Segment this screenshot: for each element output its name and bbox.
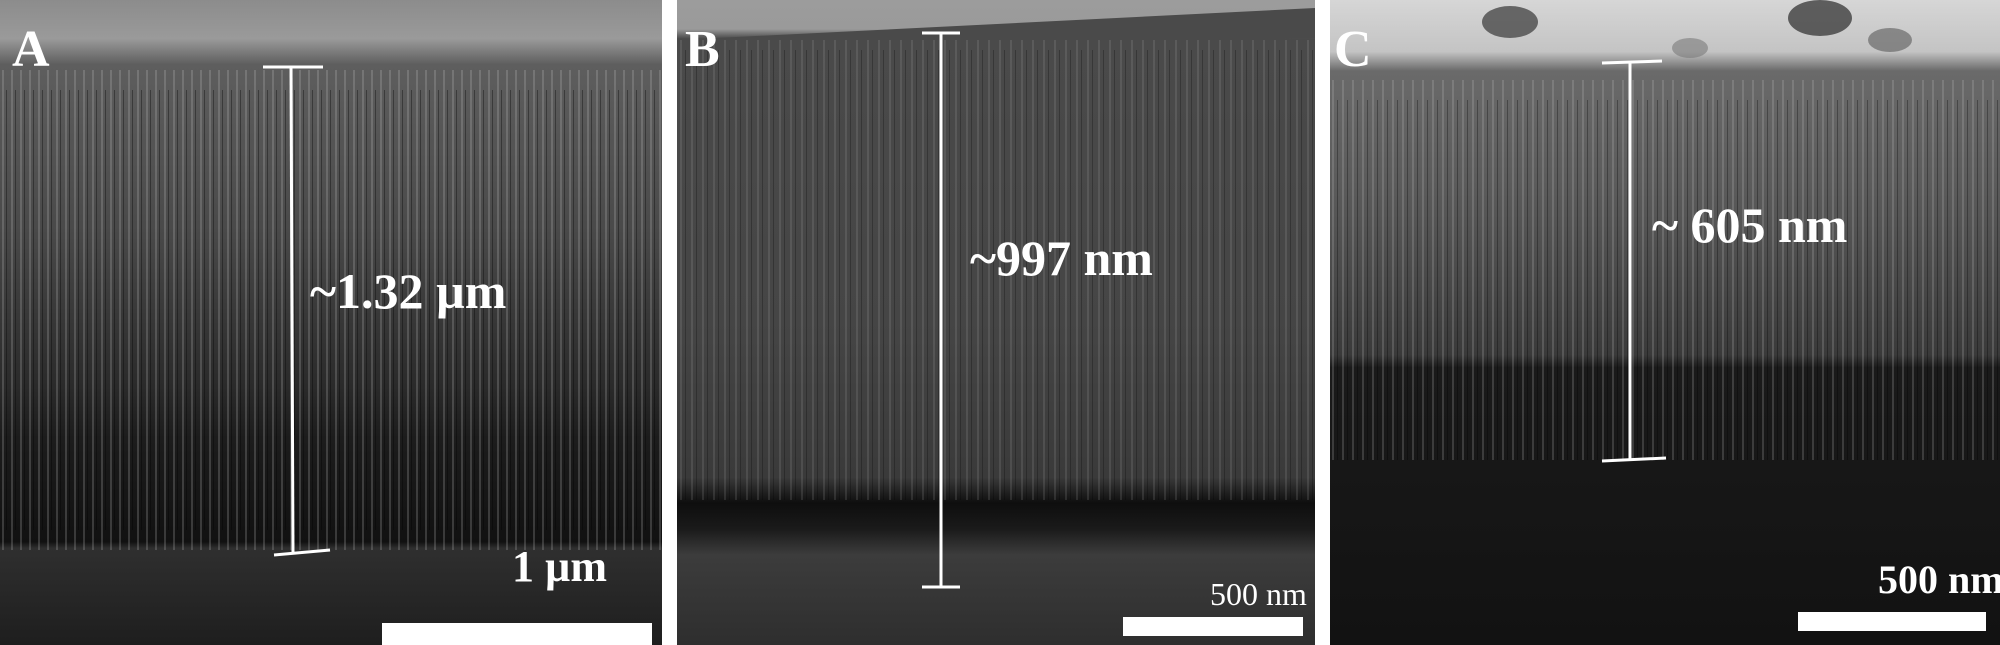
thickness-marker-c [1601, 59, 1667, 463]
scale-bar [382, 623, 652, 645]
sem-image-c [1330, 0, 2000, 645]
scale-bar-label: 1 µm [512, 542, 608, 591]
thickness-label: ~997 nm [970, 230, 1153, 286]
thickness-label: ~1.32 µm [310, 263, 507, 319]
panel-letter: C [1334, 21, 1372, 78]
sem-image-a [0, 0, 662, 645]
panel-letter: A [12, 21, 50, 78]
scale-bar-label: 500 nm [1210, 576, 1307, 612]
thickness-marker-a [263, 65, 331, 557]
panel-a: A ~1.32 µm 1 µm [0, 0, 662, 645]
sem-image-b [677, 0, 1315, 645]
panel-c: C ~ 605 nm 500 nm [1330, 0, 2000, 645]
scale-bar [1123, 617, 1303, 636]
thickness-marker-b [922, 31, 960, 589]
thickness-label: ~ 605 nm [1652, 197, 1848, 253]
scale-bar-label: 500 nm [1878, 557, 2000, 602]
scale-bar [1798, 612, 1986, 631]
panel-letter: B [685, 21, 720, 78]
panel-b: B ~997 nm 500 nm [677, 0, 1315, 645]
